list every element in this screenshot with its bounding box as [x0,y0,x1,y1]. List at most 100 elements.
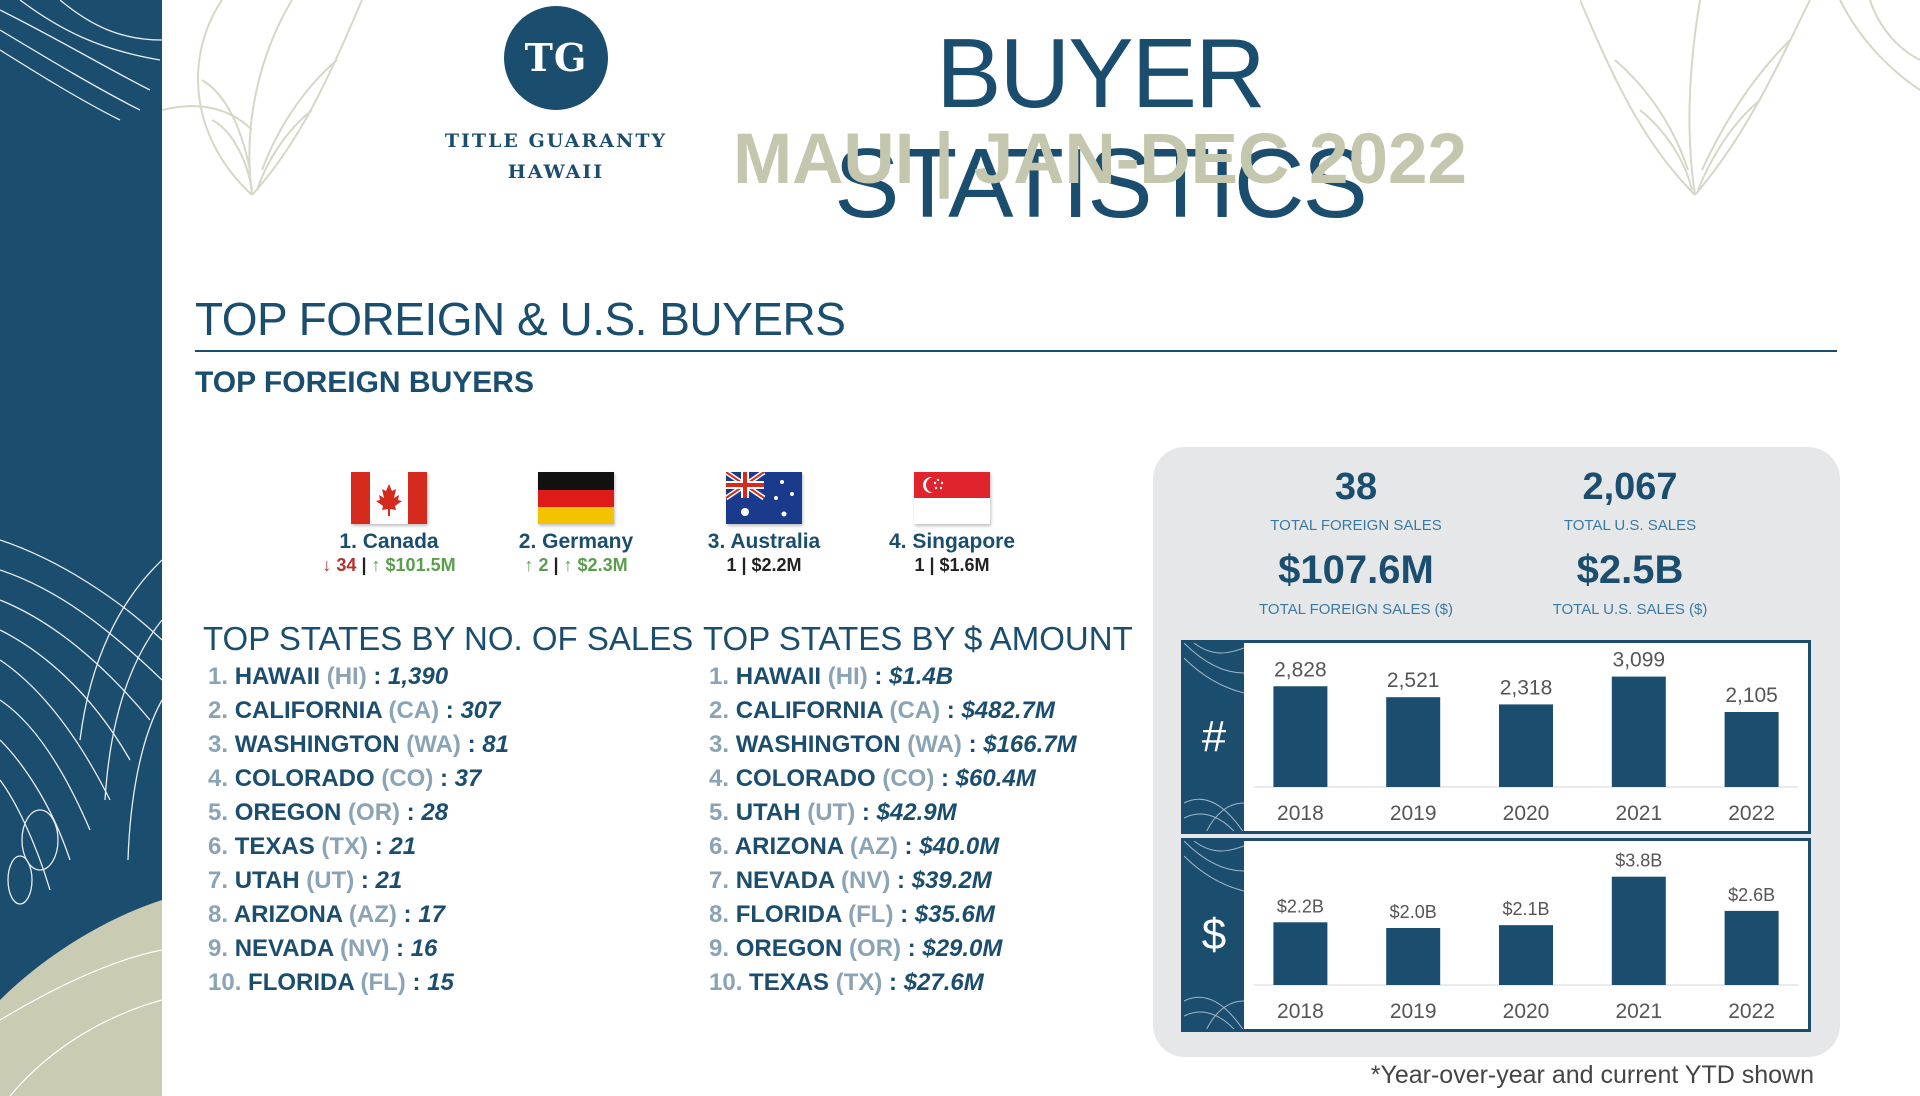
state-name: TEXAS [749,969,836,996]
state-rank: 1. [709,663,736,690]
state-list-item: 10. FLORIDA (FL) : 15 [208,966,509,1000]
state-list-item: 1. HAWAII (HI) : 1,390 [208,660,509,694]
state-value: 21 [389,833,417,860]
state-sep: : [855,799,877,826]
state-list-item: 6. TEXAS (TX) : 21 [208,830,509,864]
section-divider [195,350,1837,352]
state-sep: : [867,663,890,690]
state-rank: 8. [208,901,234,928]
state-name: CALIFORNIA [234,697,389,724]
state-value: $42.9M [876,799,957,826]
kpi-foreign-sales: 38 TOTAL FOREIGN SALES [1216,466,1496,534]
state-list-item: 8. ARIZONA (AZ) : 17 [208,898,509,932]
logo-line-1: TITLE GUARANTY [444,130,668,152]
logo-line-2: HAWAII [507,161,605,183]
chart-data-label: 2,318 [1500,676,1553,699]
state-rank: 5. [208,799,235,826]
state-name: WASHINGTON [234,731,407,758]
stats-separator: | [553,555,559,575]
chart-data-label: $2.0B [1390,902,1437,922]
state-abbr: (NV) [340,935,390,962]
chart-tick-label: 2019 [1390,1000,1437,1023]
monstera-leaf-decoration [0,0,162,1096]
state-rank: 4. [709,765,736,792]
chart-tick-label: 2020 [1503,802,1550,825]
state-abbr: (TX) [835,969,883,996]
state-name: COLORADO [735,765,883,792]
chart-tick-label: 2019 [1390,802,1437,825]
state-sep: : [366,663,389,690]
state-list-item: 9. NEVADA (NV) : 16 [208,932,509,966]
leaf-pattern-icon [1184,643,1244,831]
state-value: 17 [418,901,445,928]
chart-data-label: $2.2B [1277,896,1324,916]
state-name: NEVADA [234,935,341,962]
kpi-value: 2,067 [1582,466,1678,508]
state-sep: : [893,901,915,928]
kpi-value: 38 [1334,466,1378,508]
state-rank: 1. [208,663,235,690]
state-value: $1.4B [889,663,954,690]
state-value: $482.7M [961,697,1055,724]
state-name: COLORADO [234,765,382,792]
sales-count-chart: # 2,828 2018 2,521 2019 2,318 2020 3,099 2021 2,… [1181,640,1811,834]
state-name: UTAH [735,799,808,826]
page-subtitle: MAUI | JAN-DEC 2022 [733,120,1467,199]
country-amount: $2.3M [577,555,628,575]
chart-tick-label: 2022 [1728,802,1775,825]
logo-company-name: TITLE GUARANTY HAWAII [436,126,676,188]
kpi-label: TOTAL U.S. SALES [1563,517,1697,534]
state-value: 37 [454,765,482,792]
chart-data-label: 3,099 [1613,649,1666,672]
chart-tick-label: 2018 [1277,802,1324,825]
state-rank: 6. [208,833,235,860]
germany-flag-icon [538,472,614,524]
state-name: OREGON [234,799,349,826]
chart-side-band: $ [1184,841,1244,1029]
chart-tick-label: 2021 [1615,1000,1662,1023]
state-list-item: 4. COLORADO (CO) : 37 [208,762,509,796]
kpi-us-sales: 2,067 TOTAL U.S. SALES [1490,466,1770,534]
state-value: $60.4M [955,765,1036,792]
up-arrow-icon: ↑ [524,555,534,575]
country-stats: ↑ 2 | ↑ $2.3M [491,555,661,576]
kpi-label: TOTAL FOREIGN SALES [1270,517,1442,534]
country-amount: $101.5M [385,555,456,575]
foreign-buyer-australia: 3. Australia 1 | $2.2M [679,472,849,576]
kpi-label: TOTAL U.S. SALES ($) [1552,601,1708,618]
state-list-item: 5. UTAH (UT) : $42.9M [709,796,1077,830]
state-abbr: (OR) [849,935,902,962]
state-sep: : [882,969,904,996]
chart-data-label: $2.1B [1502,899,1549,919]
kpi-foreign-amount: $107.6M TOTAL FOREIGN SALES ($) [1216,548,1496,618]
state-abbr: (WA) [907,731,962,758]
state-value: 21 [375,867,403,894]
state-abbr: (HI) [827,663,868,690]
country-name: 1. Canada [339,530,439,553]
top-states-by-amount-title: TOP STATES BY $ AMOUNT [703,620,1133,657]
foreign-buyer-singapore: 4. Singapore 1 | $1.6M [867,472,1037,576]
state-name: ARIZONA [734,833,850,860]
state-name: OREGON [735,935,850,962]
state-value: 307 [460,697,501,724]
state-list-item: 7. NEVADA (NV) : $39.2M [709,864,1077,898]
top-states-by-sales-title: TOP STATES BY NO. OF SALES [203,620,694,657]
state-value: 15 [427,969,454,996]
state-rank: 7. [709,867,736,894]
state-value: $166.7M [983,731,1077,758]
country-stats: 1 | $1.6M [914,555,990,575]
state-sep: : [405,969,428,996]
section-title: TOP FOREIGN & U.S. BUYERS [195,293,846,345]
state-sep: : [934,765,956,792]
down-arrow-icon: ↓ [322,555,332,575]
state-name: WASHINGTON [735,731,908,758]
state-value: $35.6M [914,901,995,928]
chart-tick-label: 2020 [1503,1000,1550,1023]
state-sep: : [389,935,411,962]
canada-flag-icon [351,472,427,524]
chart-data-label: $3.8B [1615,851,1662,871]
up-arrow-icon: ↑ [563,555,573,575]
state-abbr: (AZ) [849,833,898,860]
kpi-value: $107.6M [1278,548,1434,592]
logo-circle: TG [504,6,608,110]
